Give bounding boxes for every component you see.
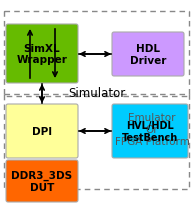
Text: HVL/HDL
TestBench: HVL/HDL TestBench (122, 121, 178, 142)
Bar (4, 12, 189, 96)
Text: Emulator
Or
FPGA Platform: Emulator Or FPGA Platform (115, 113, 190, 146)
FancyBboxPatch shape (6, 25, 78, 84)
Text: DPI: DPI (32, 126, 52, 136)
Bar (4, 94, 189, 189)
FancyBboxPatch shape (6, 104, 78, 158)
Text: SimXL
Wrapper: SimXL Wrapper (17, 43, 67, 65)
FancyBboxPatch shape (112, 104, 188, 158)
Text: HDL
Driver: HDL Driver (130, 44, 166, 65)
Text: DDR3_3DS
DUT: DDR3_3DS DUT (11, 170, 73, 192)
FancyBboxPatch shape (112, 33, 184, 77)
Text: Simulator: Simulator (68, 86, 126, 100)
FancyBboxPatch shape (6, 160, 78, 202)
